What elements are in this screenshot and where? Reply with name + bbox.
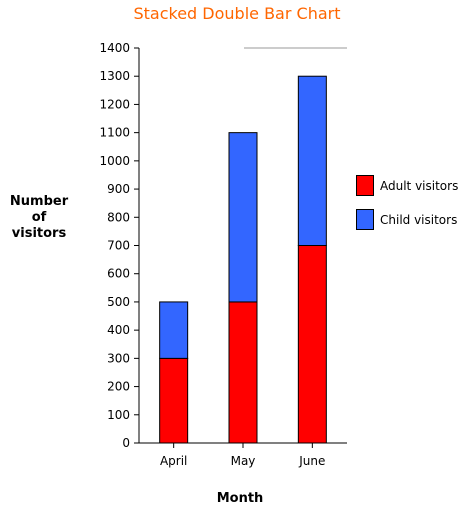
x-tick-label: June bbox=[298, 454, 325, 468]
y-tick-label: 100 bbox=[107, 408, 130, 422]
y-tick-label: 1000 bbox=[99, 154, 130, 168]
y-axis-label-line-2: of bbox=[31, 210, 47, 225]
y-axis-label: Number of visitors bbox=[2, 194, 76, 242]
y-tick-label: 0 bbox=[122, 436, 130, 450]
y-tick-label: 1200 bbox=[99, 97, 130, 111]
bar-adult-june bbox=[297, 245, 327, 444]
y-tick-label: 900 bbox=[107, 182, 130, 196]
bar-adult-april bbox=[159, 357, 189, 444]
y-tick-label: 800 bbox=[107, 210, 130, 224]
bar-child-may bbox=[228, 132, 258, 303]
y-tick-label: 1400 bbox=[99, 41, 130, 55]
legend-label-adult: Adult visitors bbox=[380, 178, 459, 193]
legend-label-child: Child visitors bbox=[380, 212, 458, 227]
bar-adult-may bbox=[228, 301, 258, 444]
legend-swatch-child bbox=[356, 209, 374, 230]
y-tick-label: 700 bbox=[107, 239, 130, 253]
x-tick-label: April bbox=[160, 454, 187, 468]
legend-item-child: Child visitors bbox=[356, 208, 458, 231]
x-tick-label: May bbox=[231, 454, 256, 468]
y-tick-label: 200 bbox=[107, 380, 130, 394]
y-tick-label: 300 bbox=[107, 351, 130, 365]
x-axis-label: Month bbox=[216, 491, 264, 506]
legend-item-adult: Adult visitors bbox=[356, 174, 458, 197]
bar-child-april bbox=[159, 301, 189, 359]
y-tick-label: 400 bbox=[107, 323, 130, 337]
chart-title: Stacked Double Bar Chart bbox=[133, 4, 341, 23]
y-axis-label-line-3: visitors bbox=[11, 226, 67, 241]
y-tick-label: 1300 bbox=[99, 69, 130, 83]
legend: Adult visitors Child visitors bbox=[356, 174, 458, 242]
bar-child-june bbox=[297, 75, 327, 247]
y-tick-label: 600 bbox=[107, 267, 130, 281]
y-axis-label-line-1: Number bbox=[9, 194, 69, 209]
y-tick-label: 1100 bbox=[99, 126, 130, 140]
legend-swatch-adult bbox=[356, 175, 374, 196]
y-tick-label: 500 bbox=[107, 295, 130, 309]
